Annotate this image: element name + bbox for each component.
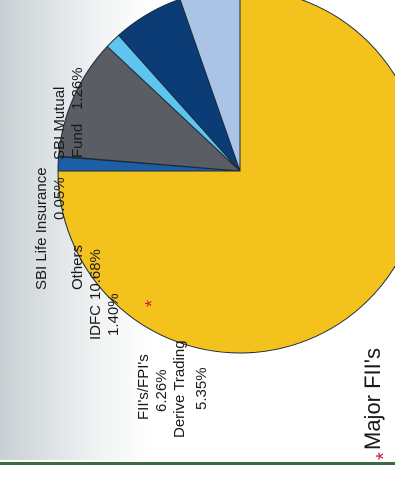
label-idfc-value: 1.40% <box>105 293 122 336</box>
label-fii-value: 6.26% <box>153 369 170 412</box>
label-derive-name: Derive Trading <box>171 340 188 438</box>
pie-slice-others <box>58 45 242 172</box>
label-others-name: Others <box>69 245 86 290</box>
pie-slices <box>57 0 395 354</box>
pie-slice-remainder <box>57 0 395 354</box>
label-sbi-mf-name-1: SBI Mutual <box>51 87 68 160</box>
label-sbi-mf-value: 1.26% <box>69 67 86 110</box>
label-derive-value: 5.35% <box>193 367 210 410</box>
annotation-asterisk: * <box>373 452 395 460</box>
label-sbi-mf-name-2: Fund <box>69 124 86 158</box>
label-others-value: 10.68% <box>87 249 104 300</box>
label-idfc-name: IDFC <box>87 305 104 340</box>
label-fii-name: FII's/FPI's <box>135 354 152 420</box>
asterisk-fii: * <box>142 300 162 307</box>
label-sbi-life-value: 0.05% <box>51 177 68 220</box>
footer-rule <box>0 462 395 465</box>
pie-slice-fii-s-fpi-s <box>117 0 241 172</box>
annotation-major-fiis: Major FII's <box>360 348 385 450</box>
pie-slice-derive-trading <box>179 0 241 172</box>
footer-strip <box>0 465 395 488</box>
label-sbi-life-name: SBI Life Insurance <box>33 167 50 290</box>
